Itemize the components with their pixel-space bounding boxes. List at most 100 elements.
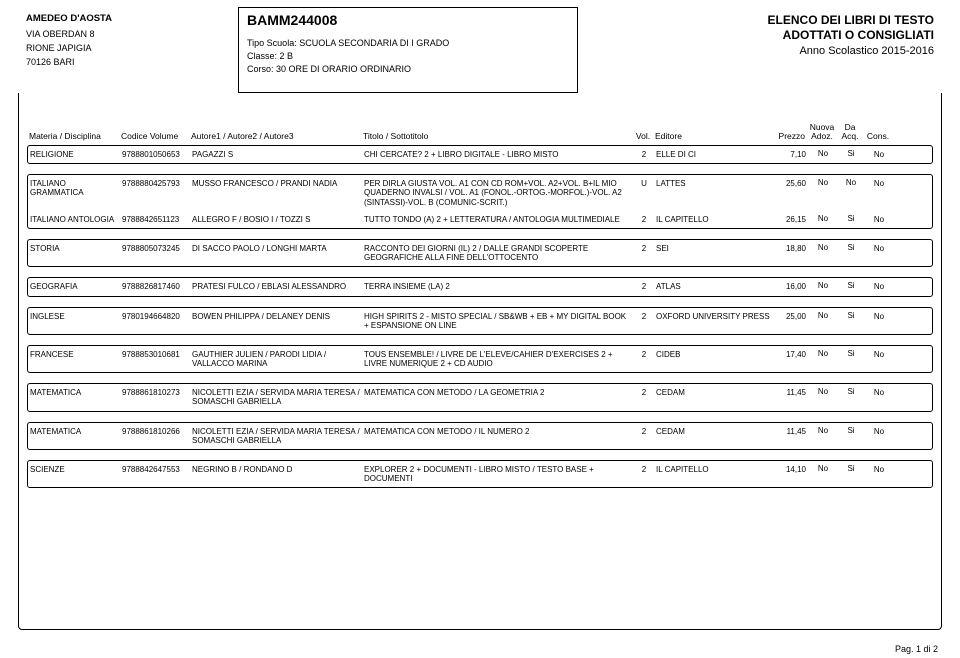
cell-materia: ITALIANO GRAMMATICA	[28, 178, 120, 198]
cell-vol: 2	[634, 214, 654, 225]
cell-titolo: MATEMATICA CON METODO / LA GEOMETRIA 2	[362, 387, 634, 398]
cell-materia: GEOGRAFIA	[28, 281, 120, 292]
cell-vol: 2	[634, 311, 654, 322]
cell-editore: CIDEB	[654, 349, 774, 360]
cell-prezzo: 25,00	[774, 311, 808, 322]
row-group: INGLESE9780194664820BOWEN PHILIPPA / DEL…	[27, 307, 933, 335]
cell-da-acq: Si	[838, 311, 864, 321]
cell-codice: 9788842651123	[120, 214, 190, 225]
cell-editore: CEDAM	[654, 387, 774, 398]
corso-label: Corso:	[247, 64, 274, 74]
cell-cons: No	[864, 311, 894, 322]
cell-prezzo: 11,45	[774, 387, 808, 398]
cell-da-acq: Si	[838, 243, 864, 253]
th-nuova-2: Adoz.	[811, 131, 833, 141]
cell-materia: STORIA	[28, 243, 120, 254]
classe-label: Classe:	[247, 51, 277, 61]
th-prezzo: Prezzo	[773, 131, 807, 141]
table-row: STORIA9788805073245DI SACCO PAOLO / LONG…	[28, 240, 932, 266]
cell-titolo: HIGH SPIRITS 2 - MISTO SPECIAL / SB&WB +…	[362, 311, 634, 331]
cell-vol: U	[634, 178, 654, 189]
cell-da-acq: Si	[838, 149, 864, 159]
row-group: MATEMATICA9788861810266NICOLETTI EZIA / …	[27, 422, 933, 450]
cell-prezzo: 14,10	[774, 464, 808, 475]
row-group: MATEMATICA9788861810273NICOLETTI EZIA / …	[27, 383, 933, 411]
cell-prezzo: 11,45	[774, 426, 808, 437]
school-name: AMEDEO D'AOSTA	[26, 13, 228, 26]
th-vol: Vol.	[633, 131, 653, 141]
th-editore: Editore	[653, 131, 773, 141]
cell-prezzo: 25,60	[774, 178, 808, 189]
cell-autore: NICOLETTI EZIA / SERVIDA MARIA TERESA / …	[190, 426, 362, 446]
cell-autore: GAUTHIER JULIEN / PARODI LIDIA / VALLACC…	[190, 349, 362, 369]
tipo-label: Tipo Scuola:	[247, 38, 297, 48]
table-row: INGLESE9780194664820BOWEN PHILIPPA / DEL…	[28, 308, 932, 334]
classe-line: Classe: 2 B	[247, 51, 569, 61]
table-row: SCIENZE9788842647553NEGRINO B / RONDANO …	[28, 461, 932, 487]
cell-da-acq: Si	[838, 387, 864, 397]
cell-vol: 2	[634, 464, 654, 475]
th-nuova-adoz: Nuova Adoz.	[807, 123, 837, 141]
cell-titolo: PER DIRLA GIUSTA VOL. A1 CON CD ROM+VOL.…	[362, 178, 634, 208]
cell-da-acq: Si	[838, 349, 864, 359]
cell-cons: No	[864, 243, 894, 254]
table-row: GEOGRAFIA9788826817460PRATESI FULCO / EB…	[28, 278, 932, 295]
cell-vol: 2	[634, 349, 654, 360]
table-row: MATEMATICA9788861810266NICOLETTI EZIA / …	[28, 423, 932, 449]
cell-da-acq: Si	[838, 281, 864, 291]
title-line-1: ELENCO DEI LIBRI DI TESTO	[588, 13, 934, 28]
cell-cons: No	[864, 214, 894, 225]
cell-codice: 9780194664820	[120, 311, 190, 322]
tipo-line: Tipo Scuola: SCUOLA SECONDARIA DI I GRAD…	[247, 38, 569, 48]
row-group: FRANCESE9788853010681GAUTHIER JULIEN / P…	[27, 345, 933, 373]
th-autore: Autore1 / Autore2 / Autore3	[189, 131, 361, 141]
cell-vol: 2	[634, 149, 654, 160]
cell-cons: No	[864, 349, 894, 360]
cell-cons: No	[864, 387, 894, 398]
cell-codice: 9788826817460	[120, 281, 190, 292]
cell-materia: FRANCESE	[28, 349, 120, 360]
cell-codice: 9788805073245	[120, 243, 190, 254]
table-row: RELIGIONE9788801050653PAGAZZI SCHI CERCA…	[28, 146, 932, 163]
table-body: RELIGIONE9788801050653PAGAZZI SCHI CERCA…	[27, 145, 933, 498]
cell-prezzo: 16,00	[774, 281, 808, 292]
cell-cons: No	[864, 464, 894, 475]
cell-cons: No	[864, 281, 894, 292]
pager: Pag. 1 di 2	[895, 644, 938, 654]
cell-prezzo: 17,40	[774, 349, 808, 360]
school-info: AMEDEO D'AOSTA VIA OBERDAN 8 RIONE JAPIG…	[18, 7, 238, 93]
cell-autore: PRATESI FULCO / EBLASI ALESSANDRO	[190, 281, 362, 292]
header: AMEDEO D'AOSTA VIA OBERDAN 8 RIONE JAPIG…	[18, 7, 944, 93]
row-group: STORIA9788805073245DI SACCO PAOLO / LONG…	[27, 239, 933, 267]
corso-value: 30 ORE DI ORARIO ORDINARIO	[276, 64, 411, 74]
cell-codice: 9788861810266	[120, 426, 190, 437]
cell-nuova-adoz: No	[808, 387, 838, 397]
cell-editore: ATLAS	[654, 281, 774, 292]
school-year: Anno Scolastico 2015-2016	[588, 45, 934, 59]
title-line-2: ADOTTATI O CONSIGLIATI	[588, 28, 934, 43]
cell-cons: No	[864, 178, 894, 189]
cell-titolo: EXPLORER 2 + DOCUMENTI - LIBRO MISTO / T…	[362, 464, 634, 484]
school-address-2: RIONE JAPIGIA	[26, 42, 228, 54]
cell-editore: ELLE DI CI	[654, 149, 774, 160]
cell-nuova-adoz: No	[808, 464, 838, 474]
table-row: ITALIANO ANTOLOGIA9788842651123ALLEGRO F…	[28, 211, 932, 228]
cell-autore: DI SACCO PAOLO / LONGHI MARTA	[190, 243, 362, 254]
table-row: FRANCESE9788853010681GAUTHIER JULIEN / P…	[28, 346, 932, 372]
table-row: ITALIANO GRAMMATICA9788880425793MUSSO FR…	[28, 175, 932, 211]
cell-autore: BOWEN PHILIPPA / DELANEY DENIS	[190, 311, 362, 322]
cell-nuova-adoz: No	[808, 149, 838, 159]
table-header-row: Materia / Disciplina Codice Volume Autor…	[27, 123, 933, 141]
cell-autore: NEGRINO B / RONDANO D	[190, 464, 362, 475]
cell-nuova-adoz: No	[808, 214, 838, 224]
cell-nuova-adoz: No	[808, 178, 838, 188]
school-postal-city: 70126 BARI	[26, 56, 228, 68]
school-code: BAMM244008	[247, 12, 569, 28]
cell-codice: 9788842647553	[120, 464, 190, 475]
th-da-acq: Da Acq.	[837, 123, 863, 141]
cell-autore: MUSSO FRANCESCO / PRANDI NADIA	[190, 178, 362, 189]
cell-vol: 2	[634, 387, 654, 398]
th-da-2: Acq.	[841, 131, 858, 141]
cell-editore: LATTES	[654, 178, 774, 189]
cell-titolo: RACCONTO DEI GIORNI (IL) 2 / DALLE GRAND…	[362, 243, 634, 263]
